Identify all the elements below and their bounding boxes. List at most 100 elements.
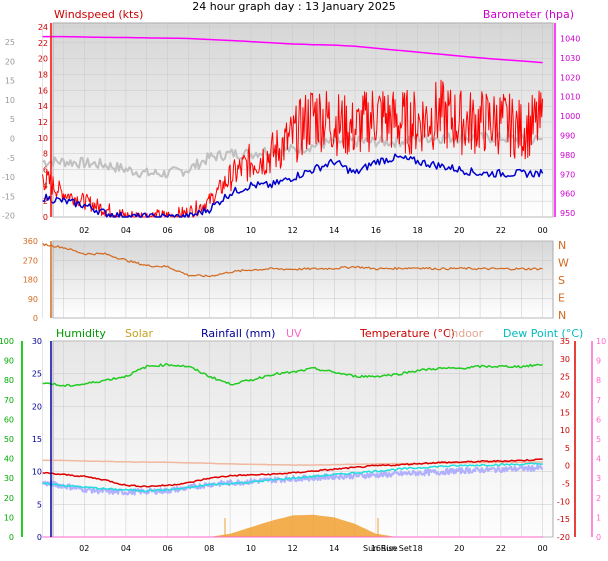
temperature-tick-label: -10	[557, 497, 570, 506]
secondary-tick-label: 5	[10, 115, 15, 124]
dew-point-line	[42, 462, 543, 493]
x-tick-label-bottom: 20	[454, 544, 464, 553]
x-tick-label-bottom: 00	[537, 544, 547, 553]
compass-label: W	[558, 257, 569, 270]
barometer-tick-label: 1020	[560, 73, 580, 82]
direction-tick-label: 0	[33, 314, 38, 323]
humidity-tick-label: 50	[4, 435, 14, 444]
compass-label: E	[558, 292, 565, 305]
secondary-tick-label: -10	[2, 173, 15, 182]
temperature-tick-label: 0	[565, 462, 570, 471]
humidity-tick-label: 60	[4, 415, 14, 424]
x-tick-label-top: 20	[454, 226, 464, 235]
direction-tick-label: 360	[23, 237, 38, 246]
temperature-tick-label: 35	[560, 337, 570, 346]
windspeed-tick-label: 2	[43, 197, 48, 206]
x-tick-label-bottom: 12	[287, 544, 297, 553]
x-tick-label-bottom: 14	[329, 544, 339, 553]
x-tick-label-bottom: 18	[412, 544, 422, 553]
sunset-label: Sun Set	[381, 544, 412, 553]
humidity-tick-label: 30	[4, 474, 14, 483]
temperature-tick-label: 10	[560, 426, 570, 435]
windspeed-tick-label: 24	[38, 23, 48, 32]
temperature-tick-label: 25	[560, 373, 570, 382]
temperature-tick-label: -20	[557, 533, 570, 542]
temperature-line	[42, 458, 543, 488]
uv-tick-label: 3	[596, 474, 601, 483]
windspeed-tick-label: 14	[38, 102, 48, 111]
uv-tick-label: 9	[596, 357, 601, 366]
x-tick-label-bottom: 06	[162, 544, 172, 553]
series-lines	[41, 35, 544, 538]
x-tick-label-top: 06	[162, 226, 172, 235]
barometer-tick-label: 950	[560, 209, 575, 218]
solar-area	[42, 514, 543, 537]
direction-tick-label: 180	[23, 276, 38, 285]
secondary-tick-label: -15	[2, 192, 15, 201]
x-tick-label-bottom: 02	[79, 544, 89, 553]
temperature-tick-label: 30	[560, 355, 570, 364]
windspeed-tick-label: 10	[38, 134, 48, 143]
x-tick-label-bottom: 10	[246, 544, 256, 553]
windspeed-tick-label: 20	[38, 55, 48, 64]
humidity-tick-label: 80	[4, 376, 14, 385]
barometer-tick-label: 1030	[560, 54, 580, 63]
rainfall-tick-label: 0	[37, 533, 42, 542]
temperature-tick-label: 5	[565, 444, 570, 453]
sunrise-label: Sun Rise	[363, 544, 398, 553]
barometer-tick-label: 960	[560, 190, 575, 199]
average-speed-line	[42, 153, 544, 218]
x-tick-label-top: 14	[329, 226, 339, 235]
legend-rainfall: Rainfall (mm)	[201, 327, 275, 340]
secondary-tick-label: -20	[2, 212, 15, 221]
uv-tick-label: 5	[596, 435, 601, 444]
secondary-tick-label: 25	[5, 38, 15, 47]
x-tick-label-top: 16	[371, 226, 381, 235]
windspeed-tick-label: 18	[38, 70, 48, 79]
legend-temperature: Temperature (°C)	[359, 327, 455, 340]
humidity-tick-label: 90	[4, 357, 14, 366]
rainfall-tick-label: 20	[32, 402, 42, 411]
x-tick-label-top: 10	[246, 226, 256, 235]
rainfall-tick-label: 10	[32, 468, 42, 477]
uv-tick-label: 10	[596, 337, 606, 346]
secondary-tick-label: 15	[5, 77, 15, 86]
uv-tick-label: 0	[596, 533, 601, 542]
legend-solar: Solar	[125, 327, 154, 340]
direction-tick-label: 90	[28, 295, 38, 304]
uv-tick-label: 2	[596, 494, 601, 503]
rainfall-tick-label: 15	[32, 435, 42, 444]
x-tick-label-bottom: 08	[204, 544, 214, 553]
temperature-tick-label: 20	[560, 390, 570, 399]
x-tick-label-top: 18	[412, 226, 422, 235]
secondary-tick-label: -5	[7, 154, 15, 163]
windspeed-tick-label: 8	[43, 150, 48, 159]
x-tick-label-top: 02	[79, 226, 89, 235]
x-tick-label-top: 22	[496, 226, 506, 235]
windspeed-tick-label: 22	[38, 39, 48, 48]
x-tick-label-bottom: 04	[121, 544, 131, 553]
humidity-tick-label: 20	[4, 494, 14, 503]
legend-uv: UV	[286, 327, 302, 340]
barometer-tick-label: 980	[560, 151, 575, 160]
barometer-axis-label: Barometer (hpa)	[483, 8, 574, 21]
temperature-tick-label: -15	[557, 515, 570, 524]
rainfall-tick-label: 5	[37, 500, 42, 509]
windspeed-tick-label: 0	[43, 213, 48, 222]
humidity-tick-label: 70	[4, 396, 14, 405]
windspeed-tick-label: 4	[43, 181, 48, 190]
legend-dew-point: Dew Point (°C)	[503, 327, 583, 340]
secondary-tick-label: 20	[5, 57, 15, 66]
compass-label: N	[558, 309, 566, 322]
x-tick-label-bottom: 22	[496, 544, 506, 553]
rainfall-tick-label: 25	[32, 370, 42, 379]
windspeed-axis-label: Windspeed (kts)	[54, 8, 143, 21]
uv-tick-label: 6	[596, 415, 601, 424]
windspeed-tick-label: 16	[38, 86, 48, 95]
page-title: 24 hour graph day : 13 January 2025	[192, 0, 396, 13]
barometer-line	[42, 35, 543, 64]
uv-tick-label: 4	[596, 455, 601, 464]
humidity-tick-label: 0	[9, 533, 14, 542]
secondary-tick-label: 10	[5, 96, 15, 105]
